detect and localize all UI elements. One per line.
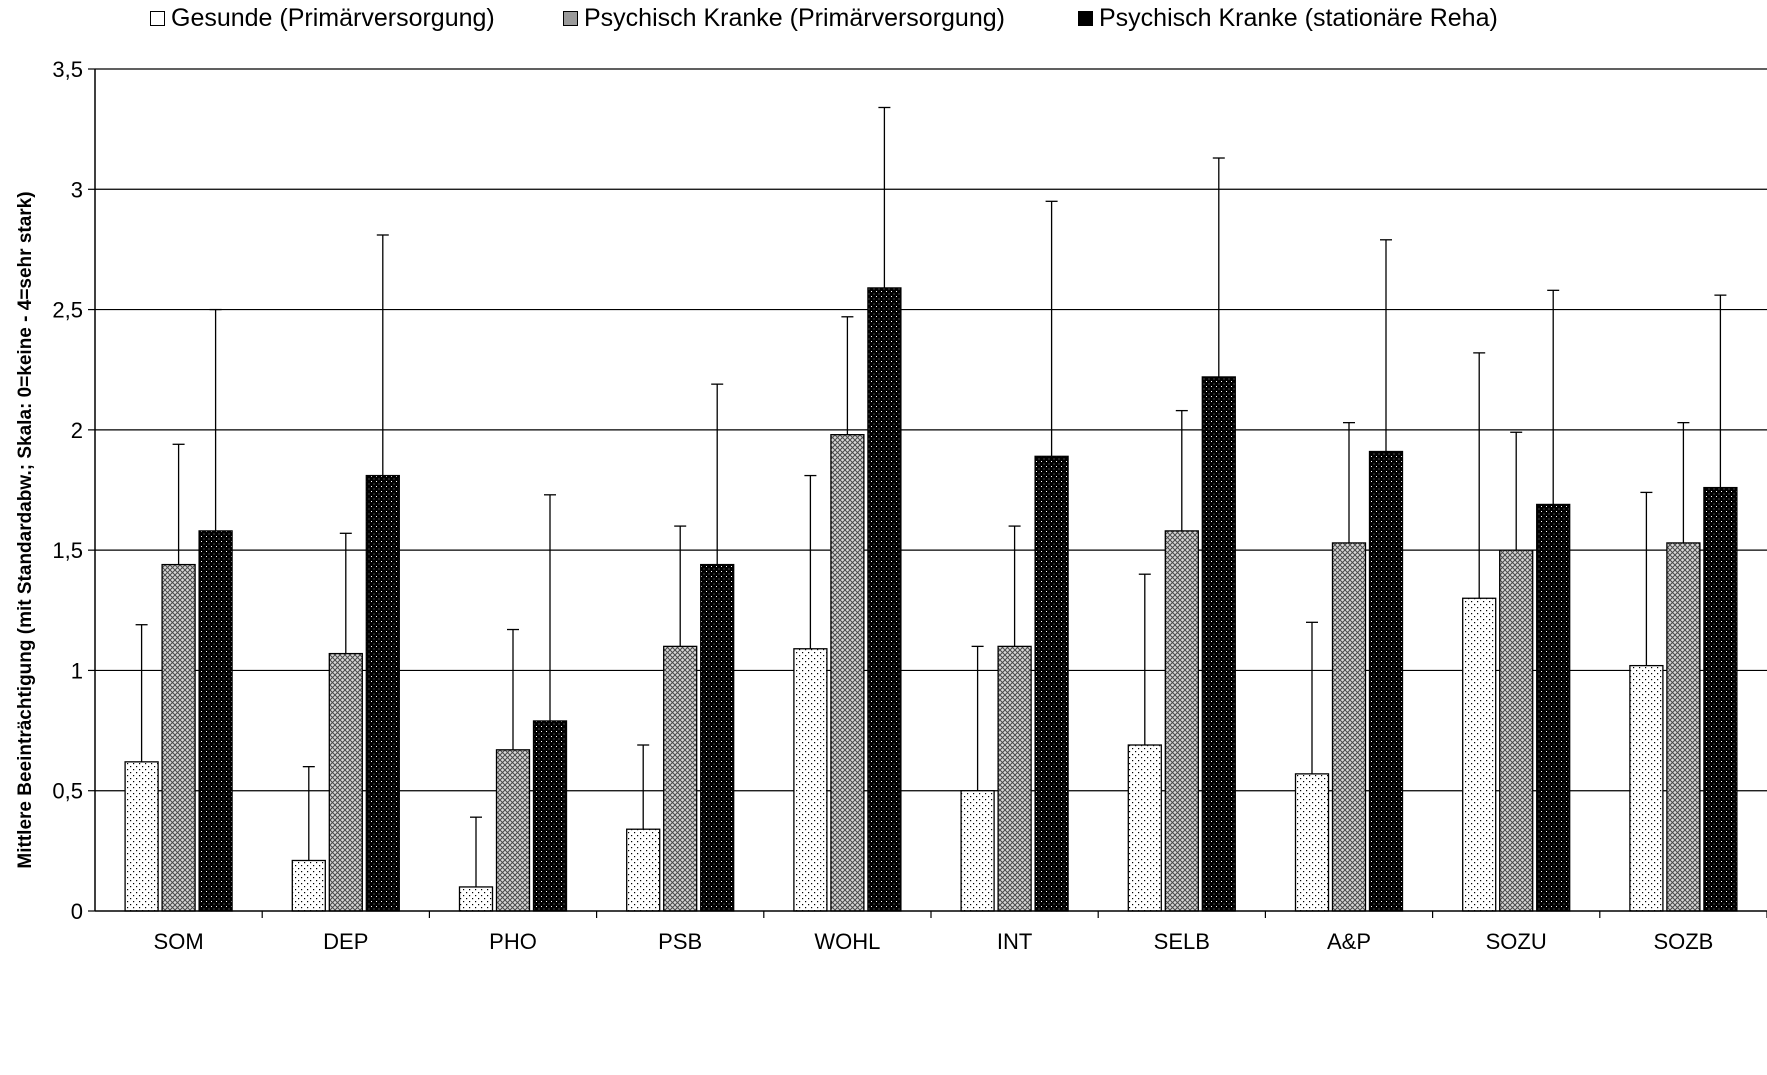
bar-ap-s2: [1331, 542, 1367, 912]
bar-selb-s2: [1164, 530, 1199, 912]
y-tick-label: 1,5: [52, 538, 83, 563]
y-tick-label: 0,5: [52, 779, 83, 804]
legend-item-psych-primaer: Psychisch Kranke (Primärversorgung): [563, 4, 1005, 33]
bar-sozb-s2: [1666, 542, 1701, 912]
bar-selb-s3: [1201, 376, 1236, 912]
x-tick-label: SOM: [154, 929, 204, 954]
bar-psb-s2: [663, 645, 698, 912]
bar-wohl-s3: [867, 287, 902, 912]
legend-item-psych-reha: Psychisch Kranke (stationäre Reha): [1078, 4, 1498, 33]
y-tick-label: 0: [71, 899, 83, 924]
bar-som-s3: [198, 530, 233, 912]
bar-selb-s1: [1127, 744, 1162, 912]
bar-som-s2: [161, 563, 196, 912]
bar-psb-s3: [700, 563, 735, 912]
y-tick-label: 1: [71, 658, 83, 683]
x-tick-label: WOHL: [814, 929, 880, 954]
x-tick-label: SELB: [1154, 929, 1210, 954]
bar-int-s3: [1034, 455, 1069, 912]
legend-label: Psychisch Kranke (stationäre Reha): [1099, 4, 1498, 32]
legend: Gesunde (Primärversorgung) Psychisch Kra…: [0, 4, 1767, 44]
y-tick-label: 2,5: [52, 298, 83, 323]
bar-sozb-s3: [1703, 486, 1738, 912]
bar-dep-s3: [365, 474, 400, 912]
y-tick-label: 2: [71, 418, 83, 443]
legend-label: Gesunde (Primärversorgung): [171, 4, 495, 32]
bar-sozb-s1: [1629, 664, 1664, 912]
bar-pho-s1: [458, 886, 494, 912]
y-tick-label: 3,5: [52, 57, 83, 82]
bar-sozu-s3: [1536, 503, 1571, 912]
bar-pho-s2: [495, 749, 531, 912]
x-tick-label: PHO: [489, 929, 537, 954]
legend-swatch-dots: [150, 11, 165, 26]
x-tick-label: SOZB: [1653, 929, 1713, 954]
bar-int-s2: [997, 645, 1032, 912]
bar-wohl-s2: [830, 434, 865, 912]
x-tick-label: PSB: [658, 929, 702, 954]
bar-dep-s1: [291, 859, 326, 912]
legend-swatch-dark: [1078, 11, 1093, 26]
x-tick-label: INT: [997, 929, 1032, 954]
x-tick-label: SOZU: [1486, 929, 1547, 954]
bar-ap-s1: [1294, 773, 1330, 912]
bar-ap-s3: [1368, 450, 1404, 912]
legend-label: Psychisch Kranke (Primärversorgung): [584, 4, 1005, 32]
legend-swatch-crosshatch: [563, 11, 578, 26]
legend-item-gesunde: Gesunde (Primärversorgung): [150, 4, 495, 33]
x-tick-label: DEP: [323, 929, 368, 954]
bar-sozu-s2: [1499, 549, 1534, 912]
bar-wohl-s1: [793, 648, 828, 912]
y-tick-label: 3: [71, 177, 83, 202]
bar-dep-s2: [328, 652, 363, 912]
bar-int-s1: [960, 790, 995, 912]
bar-som-s1: [124, 761, 159, 912]
x-tick-label: A&P: [1327, 929, 1371, 954]
bar-psb-s1: [626, 828, 661, 912]
bar-sozu-s1: [1462, 597, 1497, 912]
bar-pho-s3: [532, 720, 568, 912]
